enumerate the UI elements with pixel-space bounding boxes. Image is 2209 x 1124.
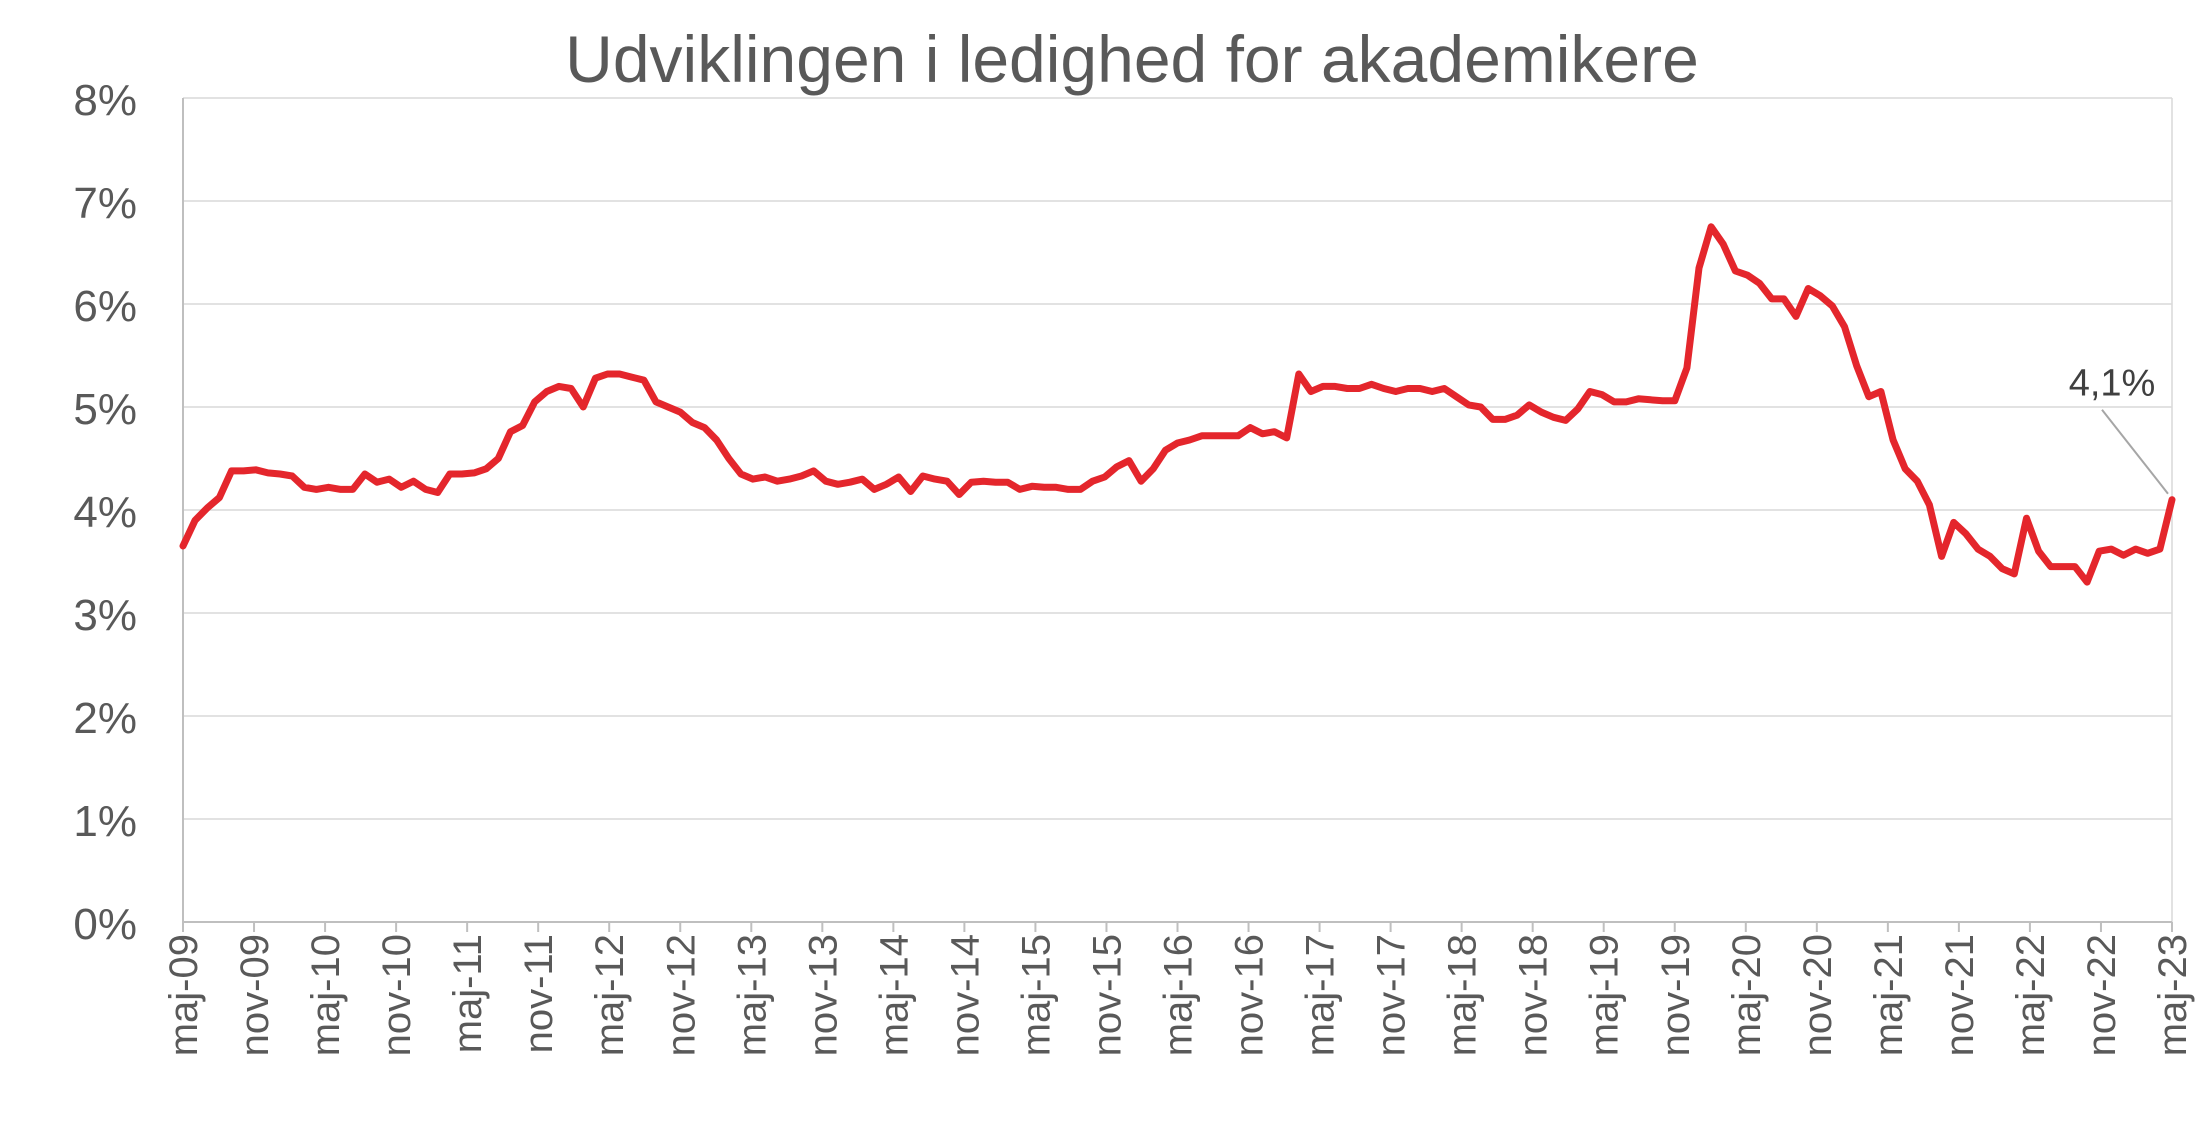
y-axis-tick-labels: 0% 1% 2% 3% 4% 5% 6% 7% 8% [73, 76, 137, 949]
x-tick-label: maj-21 [1867, 934, 1911, 1056]
y-tick-label: 7% [73, 179, 137, 228]
x-tick-label: nov-12 [659, 934, 703, 1056]
x-tick-label: maj-23 [2151, 934, 2195, 1056]
x-tick-label: nov-11 [517, 934, 561, 1053]
x-tick-label: nov-19 [1654, 934, 1698, 1056]
x-tick-label: maj-15 [1014, 934, 1058, 1056]
x-tick-label: maj-10 [304, 934, 348, 1056]
x-tick-label: maj-09 [162, 934, 206, 1056]
y-tick-label: 5% [73, 385, 137, 434]
x-tick-label: maj-12 [588, 934, 632, 1056]
x-tick-label: nov-10 [375, 934, 419, 1056]
y-tick-label: 1% [73, 797, 137, 846]
annotations: 4,1% [2069, 363, 2169, 495]
x-tick-label: maj-19 [1583, 934, 1627, 1056]
y-tick-label: 3% [73, 591, 137, 640]
x-tick-label: maj-20 [1725, 934, 1769, 1056]
annotation-leader-line [2101, 409, 2169, 495]
x-axis-tick-labels: maj-09 nov-09 maj-10 nov-10 maj-11 nov-11 maj-… [162, 934, 2195, 1056]
x-tick-label: nov-13 [801, 934, 845, 1056]
x-tick-label: maj-22 [2009, 934, 2053, 1056]
series-layer [179, 223, 2176, 586]
y-tick-label: 6% [73, 282, 137, 331]
axes [182, 98, 2173, 932]
y-tick-label: 8% [73, 76, 137, 125]
x-tick-label: nov-18 [1512, 934, 1556, 1056]
x-tick-label: nov-20 [1796, 934, 1840, 1056]
x-tick-label: nov-15 [1085, 934, 1129, 1056]
unemployment-rate-line [179, 223, 2176, 586]
x-tick-label: nov-22 [2080, 934, 2124, 1056]
x-tick-label: nov-09 [233, 934, 277, 1056]
x-tick-label: maj-11 [446, 934, 490, 1053]
x-tick-label: maj-14 [872, 934, 916, 1056]
y-tick-label: 0% [73, 900, 137, 949]
x-tick-label: nov-14 [943, 934, 987, 1056]
y-tick-label: 4% [73, 488, 137, 537]
x-tick-label: maj-16 [1157, 934, 1201, 1056]
last-value-annotation: 4,1% [2069, 363, 2156, 405]
y-tick-label: 2% [73, 694, 137, 743]
x-tick-label: maj-17 [1299, 934, 1343, 1056]
x-tick-label: maj-18 [1441, 934, 1485, 1056]
x-tick-label: nov-16 [1228, 934, 1272, 1056]
x-tick-label: maj-13 [730, 934, 774, 1056]
gridlines [183, 97, 2173, 922]
x-tick-label: nov-17 [1370, 934, 1414, 1056]
x-tick-label: nov-21 [1938, 934, 1982, 1056]
chart-title: Udviklingen i ledighed for akademikere [565, 22, 1699, 96]
